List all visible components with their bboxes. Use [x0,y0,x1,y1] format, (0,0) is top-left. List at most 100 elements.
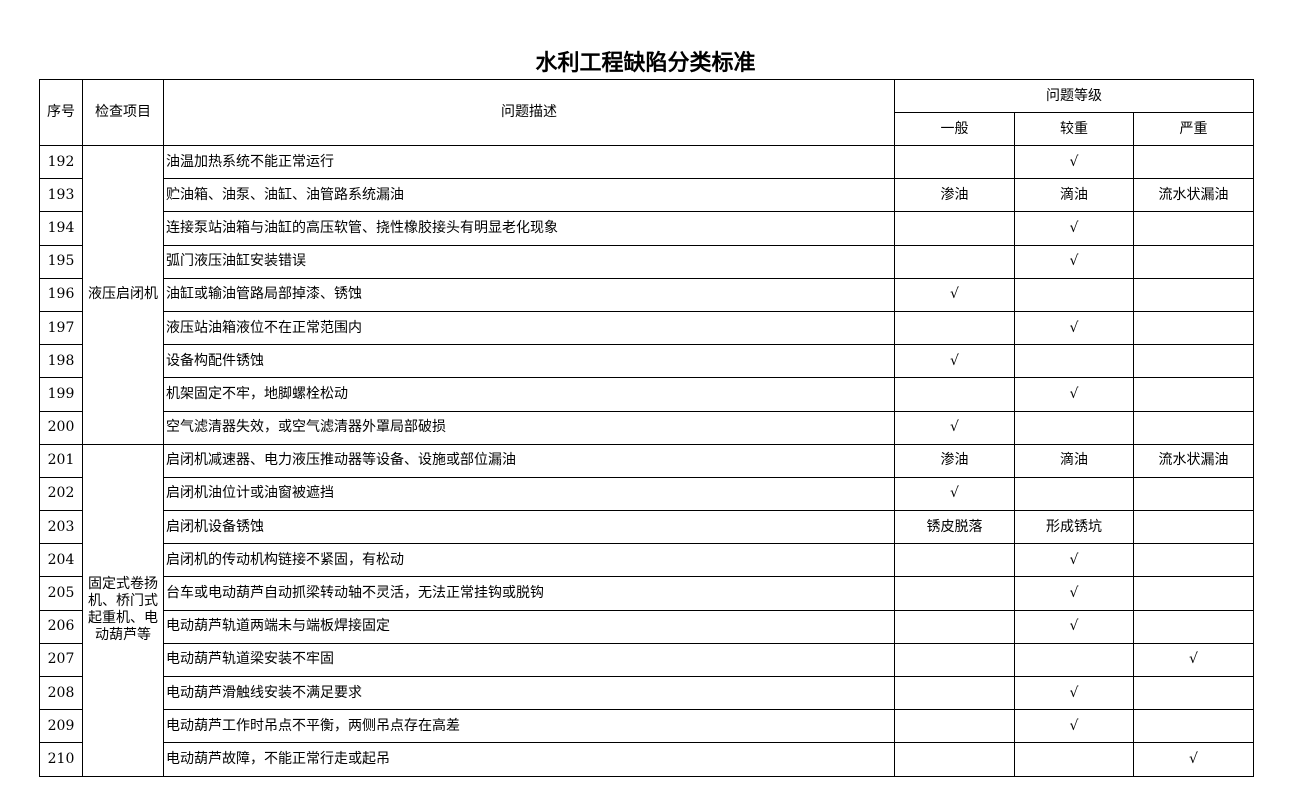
page-title: 水利工程缺陷分类标准 [535,51,756,76]
problem-description: 电动葫芦故障，不能正常行走或起吊 [163,742,895,777]
table-row: 204 启闭机的传动机构链接不紧固，有松动 √ [39,543,1254,578]
header-item: 检查项目 [82,79,164,146]
level-serious [1133,410,1254,445]
row-number: 203 [39,510,83,545]
problem-description: 启闭机油位计或油窗被遮挡 [163,476,895,512]
problem-description: 启闭机设备锈蚀 [163,510,895,545]
level-heavier [1014,476,1134,512]
row-number: 195 [39,244,83,279]
row-number: 209 [39,709,83,744]
problem-description: 设备构配件锈蚀 [163,344,895,379]
problem-description: 电动葫芦轨道两端未与端板焊接固定 [163,609,895,644]
level-heavier [1014,642,1134,678]
level-heavier: √ [1014,543,1134,578]
table-row: 195 弧门液压油缸安装错误 √ [39,244,1254,279]
level-heavier: √ [1014,675,1134,711]
row-number: 200 [39,410,83,445]
level-heavier: √ [1014,377,1134,412]
row-number: 192 [39,144,83,180]
row-number: 199 [39,377,83,412]
level-heavier: √ [1014,609,1134,644]
level-heavier: √ [1014,211,1134,246]
level-serious [1133,543,1254,578]
level-heavier: √ [1014,144,1134,180]
level-serious [1133,709,1254,744]
row-number: 196 [39,277,83,312]
level-heavier: √ [1014,576,1134,611]
table-row: 202 启闭机油位计或油窗被遮挡 √ [39,476,1254,512]
problem-description: 弧门液压油缸安装错误 [163,244,895,279]
level-heavier: 滴油 [1014,178,1134,213]
row-number: 197 [39,310,83,346]
table-row: 199 机架固定不牢，地脚螺栓松动 √ [39,377,1254,412]
header-heavier: 较重 [1014,112,1134,146]
defect-table: 序号 检查项目 问题描述 问题等级 一般 较重 严重 192 液压启闭机 油温加热系… [39,79,1254,777]
level-heavier [1014,410,1134,445]
level-general [894,310,1015,346]
level-serious [1133,576,1254,611]
table-row: 194 连接泵站油箱与油缸的高压软管、挠性橡胶接头有明显老化现象 √ [39,211,1254,246]
table-row: 201 固定式卷扬机、桥门式起重机、电动葫芦等 启闭机减速器、电力液压推动器等设备、… [39,443,1254,777]
table-row: 210 电动葫芦故障，不能正常行走或起吊 √ [39,742,1254,777]
table-row: 208 电动葫芦滑触线安装不满足要求 √ [39,675,1254,711]
level-serious [1133,476,1254,512]
row-number: 193 [39,178,83,213]
level-serious [1133,211,1254,246]
row-number: 202 [39,476,83,512]
table-row: 206 电动葫芦轨道两端未与端板焊接固定 √ [39,609,1254,644]
level-serious [1133,344,1254,379]
level-heavier: √ [1014,709,1134,744]
level-serious [1133,277,1254,312]
table-row: 192 液压启闭机 油温加热系统不能正常运行 √ [39,144,1254,445]
level-general: 渗油 [894,178,1015,213]
level-heavier [1014,742,1134,777]
row-number: 210 [39,742,83,777]
level-serious [1133,675,1254,711]
level-heavier: √ [1014,244,1134,279]
level-general [894,244,1015,279]
level-general [894,377,1015,412]
level-general [894,576,1015,611]
level-serious [1133,609,1254,644]
problem-description: 空气滤清器失效，或空气滤清器外罩局部破损 [163,410,895,445]
table-row: 200 空气滤清器失效，或空气滤清器外罩局部破损 √ [39,410,1254,445]
level-general [894,609,1015,644]
row-number: 194 [39,211,83,246]
row-number: 198 [39,344,83,379]
level-serious [1133,377,1254,412]
row-number: 208 [39,675,83,711]
level-general: 渗油 [894,443,1015,478]
row-number: 204 [39,543,83,578]
problem-description: 贮油箱、油泵、油缸、油管路系统漏油 [163,178,895,213]
level-general [894,709,1015,744]
level-serious: 流水状漏油 [1133,443,1254,478]
header-general: 一般 [894,112,1015,146]
level-general: √ [894,344,1015,379]
level-general: √ [894,476,1015,512]
problem-description: 电动葫芦滑触线安装不满足要求 [163,675,895,711]
problem-description: 油缸或输油管路局部掉漆、锈蚀 [163,277,895,312]
problem-description: 机架固定不牢，地脚螺栓松动 [163,377,895,412]
header-serious: 严重 [1133,112,1254,146]
level-heavier [1014,277,1134,312]
level-general [894,742,1015,777]
level-general: √ [894,277,1015,312]
table-row: 209 电动葫芦工作时吊点不平衡，两侧吊点存在高差 √ [39,709,1254,744]
level-general [894,642,1015,678]
problem-description: 电动葫芦工作时吊点不平衡，两侧吊点存在高差 [163,709,895,744]
level-serious [1133,144,1254,180]
level-heavier [1014,344,1134,379]
header-no: 序号 [39,79,83,146]
problem-description: 台车或电动葫芦自动抓梁转动轴不灵活，无法正常挂钩或脱钩 [163,576,895,611]
level-heavier: 形成锈坑 [1014,510,1134,545]
level-general [894,144,1015,180]
table-row: 198 设备构配件锈蚀 √ [39,344,1254,379]
level-general [894,675,1015,711]
header-level: 问题等级 [894,79,1254,113]
level-serious [1133,510,1254,545]
row-number: 205 [39,576,83,611]
table-row: 196 油缸或输油管路局部掉漆、锈蚀 √ [39,277,1254,312]
row-number: 207 [39,642,83,678]
problem-description: 油温加热系统不能正常运行 [163,144,895,180]
problem-description: 启闭机的传动机构链接不紧固，有松动 [163,543,895,578]
